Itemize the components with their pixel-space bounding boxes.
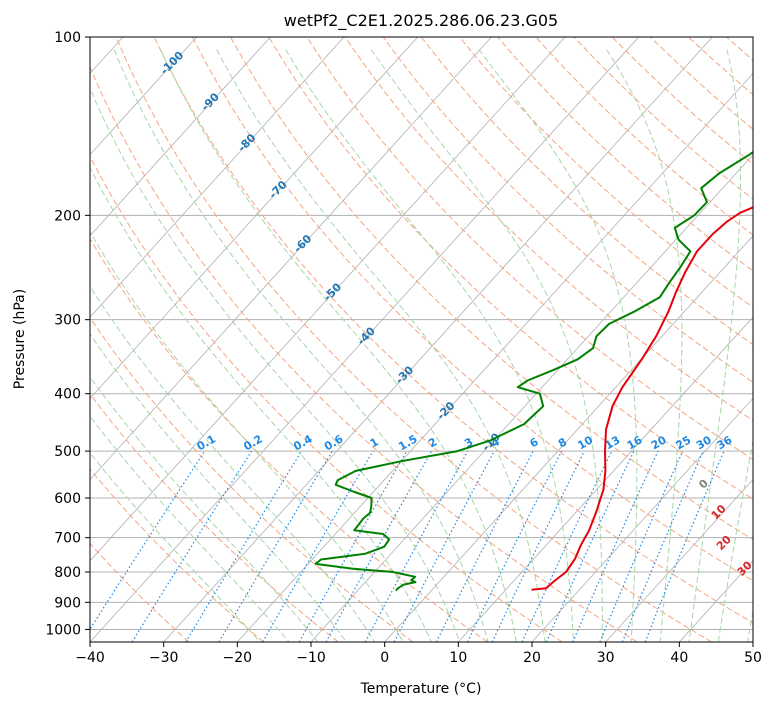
moist-adiabat-label: 20 <box>714 533 734 553</box>
isotherm-line <box>0 37 270 642</box>
y-axis-label: Pressure (hPa) <box>12 289 28 389</box>
isotherm-line <box>679 37 775 642</box>
moist-adiabat-line <box>41 50 431 642</box>
isotherm-line <box>458 37 775 642</box>
dry-adiabat-line <box>574 37 775 642</box>
background-lines <box>0 37 775 642</box>
y-tick-label: 900 <box>54 595 81 611</box>
moist-adiabat-line <box>371 50 602 642</box>
mixing-ratio-label: 0.2 <box>241 432 264 453</box>
moist-adiabat-line <box>607 50 682 642</box>
isotherm-line <box>606 37 775 642</box>
mixing-ratio-line <box>186 451 302 642</box>
mixing-ratio-line <box>365 451 467 642</box>
moist-adiabat-line <box>689 50 740 642</box>
isotherm-line <box>237 37 775 642</box>
mixing-ratio-line <box>573 451 658 642</box>
dry-adiabat-line <box>269 37 775 642</box>
y-tick-label: 600 <box>54 491 81 507</box>
mixing-ratio-label: 20 <box>649 433 669 452</box>
x-tick-label: −20 <box>223 650 253 666</box>
mixing-ratio-label: 1 <box>368 435 381 450</box>
x-tick-label: −30 <box>149 650 179 666</box>
mixing-ratio-label: 25 <box>674 433 694 452</box>
moist-adiabat-line <box>75 50 460 642</box>
dry-adiabat-line <box>765 37 775 642</box>
x-tick-label: 30 <box>597 650 615 666</box>
dry-adiabat-line <box>0 37 338 642</box>
dry-adiabat-line <box>154 37 775 642</box>
profile-series <box>316 37 775 591</box>
y-tick-label: 400 <box>54 387 81 403</box>
x-tick-label: 50 <box>744 650 762 666</box>
temperature-line <box>532 37 775 590</box>
moist-adiabat-line <box>0 114 346 642</box>
moist-adiabat-line <box>748 50 775 642</box>
mixing-ratio-label: 1.5 <box>396 432 419 453</box>
dry-adiabat-line <box>0 37 263 642</box>
mixing-ratio-label: 30 <box>694 433 714 452</box>
mixing-ratio-line <box>546 451 634 642</box>
mixing-ratio-label: 6 <box>528 435 541 450</box>
moist-adiabat-line <box>161 50 517 642</box>
x-tick-label: −10 <box>296 650 326 666</box>
mixing-ratio-line <box>326 451 431 642</box>
moist-adiabat-label: 40 <box>755 585 775 605</box>
mixing-ratio-line <box>645 451 724 642</box>
y-tick-label: 200 <box>54 208 81 224</box>
moist-adiabat-line <box>0 158 289 642</box>
x-tick-label: 20 <box>523 650 541 666</box>
mixing-ratio-label: 16 <box>625 433 645 452</box>
isotherm-line <box>385 37 775 642</box>
x-tick-label: −40 <box>75 650 105 666</box>
dry-adiabat-line <box>460 37 775 642</box>
x-tick-label: 0 <box>380 650 389 666</box>
chart-title: wetPf2_C2E1.2025.286.06.23.G05 <box>284 11 558 31</box>
x-tick-label: 40 <box>670 650 688 666</box>
mixing-ratio-line <box>263 451 373 642</box>
mixing-ratio-line <box>600 451 683 642</box>
x-axis-label: Temperature (°C) <box>360 681 482 697</box>
dry-adiabat-line <box>0 37 189 642</box>
mixing-ratio-line <box>492 451 584 642</box>
y-tick-label: 800 <box>54 565 81 581</box>
mixing-ratio-label: 0.4 <box>291 432 315 453</box>
x-tick-label: 10 <box>449 650 467 666</box>
moist-adiabat-label: 10 <box>709 502 729 522</box>
moist-adiabat-label: 0 <box>696 477 711 492</box>
y-tick-label: 500 <box>54 444 81 460</box>
isotherm-line <box>753 37 775 642</box>
y-tick-label: 700 <box>54 531 81 547</box>
mixing-ratio-label: 0.6 <box>322 432 346 453</box>
dry-adiabat-line <box>536 37 775 642</box>
mixing-ratio-label: 0.1 <box>195 432 218 453</box>
y-tick-label: 100 <box>54 30 81 46</box>
isotherm-line <box>16 37 565 642</box>
mixing-ratio-line <box>468 451 562 642</box>
mixing-ratio-label: 10 <box>575 433 595 452</box>
isotherm-line <box>164 37 713 642</box>
moist-adiabat-line <box>0 94 375 642</box>
y-tick-label: 300 <box>54 313 81 329</box>
mixing-ratio-line <box>82 451 205 642</box>
y-tick-label: 1000 <box>45 622 81 638</box>
dewpoint-line <box>316 37 775 591</box>
mixing-ratio-label: 8 <box>556 435 569 450</box>
